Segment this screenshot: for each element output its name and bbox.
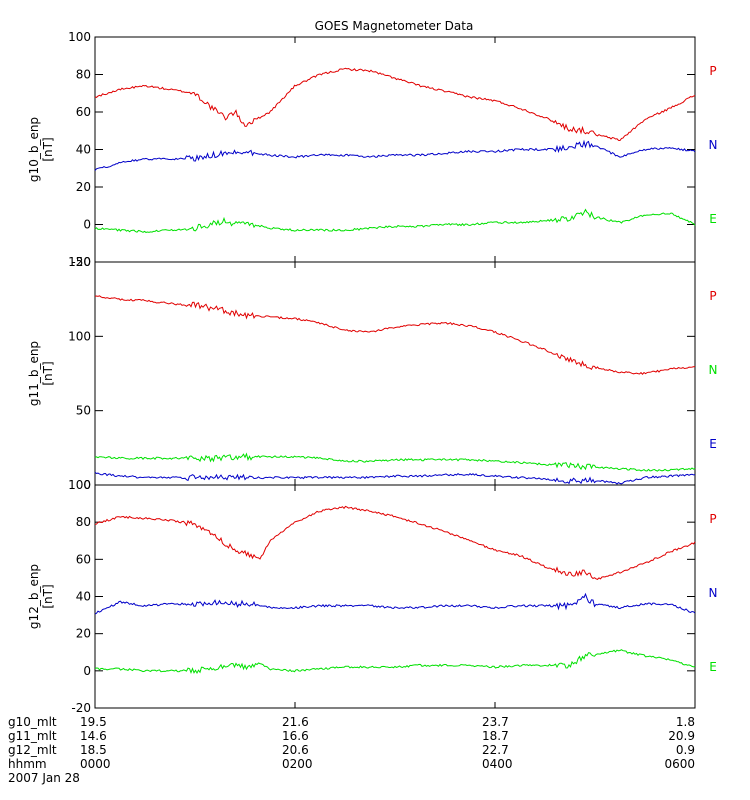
x-axis-value: 0600 — [664, 757, 695, 771]
y-tick-label: 0 — [83, 664, 91, 678]
x-axis-value: 20.9 — [668, 729, 695, 743]
y-tick-label: 80 — [76, 68, 91, 82]
y-tick-label: 50 — [76, 404, 91, 418]
y-tick-label: -20 — [71, 255, 91, 269]
x-axis-value: 0200 — [282, 757, 313, 771]
x-axis-value: 0400 — [482, 757, 513, 771]
x-axis-value: 23.7 — [482, 715, 509, 729]
y-tick-label: 40 — [76, 590, 91, 604]
series-P-line — [94, 505, 696, 580]
series-E-line — [94, 471, 696, 485]
y-tick-label: 150 — [68, 255, 91, 269]
x-axis-value: 18.7 — [482, 729, 509, 743]
series-N-line — [94, 452, 696, 472]
legend-N: N — [709, 586, 718, 600]
series-N-line — [94, 139, 696, 171]
y-tick-label: 100 — [68, 329, 91, 343]
x-axis-row-label: hhmm — [8, 757, 47, 771]
x-axis-value: 0.9 — [676, 743, 695, 757]
series-E-line — [94, 208, 696, 233]
x-axis-value: 0000 — [80, 757, 111, 771]
y-tick-label: 60 — [76, 105, 91, 119]
x-axis-value: 21.6 — [282, 715, 309, 729]
y-tick-label: 60 — [76, 552, 91, 566]
x-axis-value: 16.6 — [282, 729, 309, 743]
legend-E: E — [709, 660, 717, 674]
panel-frame — [94, 484, 696, 709]
y-tick-label: 0 — [83, 478, 91, 492]
x-axis-value: 22.7 — [482, 743, 509, 757]
x-axis-row-label: g10_mlt — [8, 715, 57, 729]
y-axis-label: g10_b_enp — [27, 117, 41, 182]
y-tick-label: 40 — [76, 143, 91, 157]
y-tick-label: 80 — [76, 515, 91, 529]
series-E-line — [94, 649, 696, 675]
y-tick-label: 100 — [68, 30, 91, 44]
x-axis-value: 19.5 — [80, 715, 107, 729]
legend-N: N — [709, 138, 718, 152]
x-axis-value: 1.8 — [676, 715, 695, 729]
x-axis-row-label: g12_mlt — [8, 743, 57, 757]
legend-E: E — [709, 212, 717, 226]
y-axis-unit: [nT] — [41, 584, 55, 608]
x-axis-row-label: g11_mlt — [8, 729, 57, 743]
legend-E: E — [709, 437, 717, 451]
y-tick-label: 20 — [76, 180, 91, 194]
series-P-line — [94, 295, 696, 375]
y-axis-unit: [nT] — [41, 361, 55, 385]
x-axis-value: 14.6 — [80, 729, 107, 743]
panel-frame — [94, 261, 696, 486]
x-axis-value: 20.6 — [282, 743, 309, 757]
chart-title: GOES Magnetometer Data — [315, 19, 474, 33]
series-P-line — [94, 67, 696, 142]
y-tick-label: -20 — [71, 701, 91, 715]
legend-P: P — [709, 512, 716, 526]
x-axis-value: 18.5 — [80, 743, 107, 757]
y-axis-label: g12_b_enp — [27, 564, 41, 629]
y-axis-label: g11_b_enp — [27, 341, 41, 406]
date-label: 2007 Jan 28 — [8, 771, 80, 785]
y-tick-label: 0 — [83, 218, 91, 232]
y-tick-label: 100 — [68, 478, 91, 492]
legend-P: P — [709, 64, 716, 78]
y-tick-label: 20 — [76, 627, 91, 641]
series-N-line — [94, 592, 696, 615]
y-axis-unit: [nT] — [41, 137, 55, 161]
legend-N: N — [709, 363, 718, 377]
legend-P: P — [709, 289, 716, 303]
